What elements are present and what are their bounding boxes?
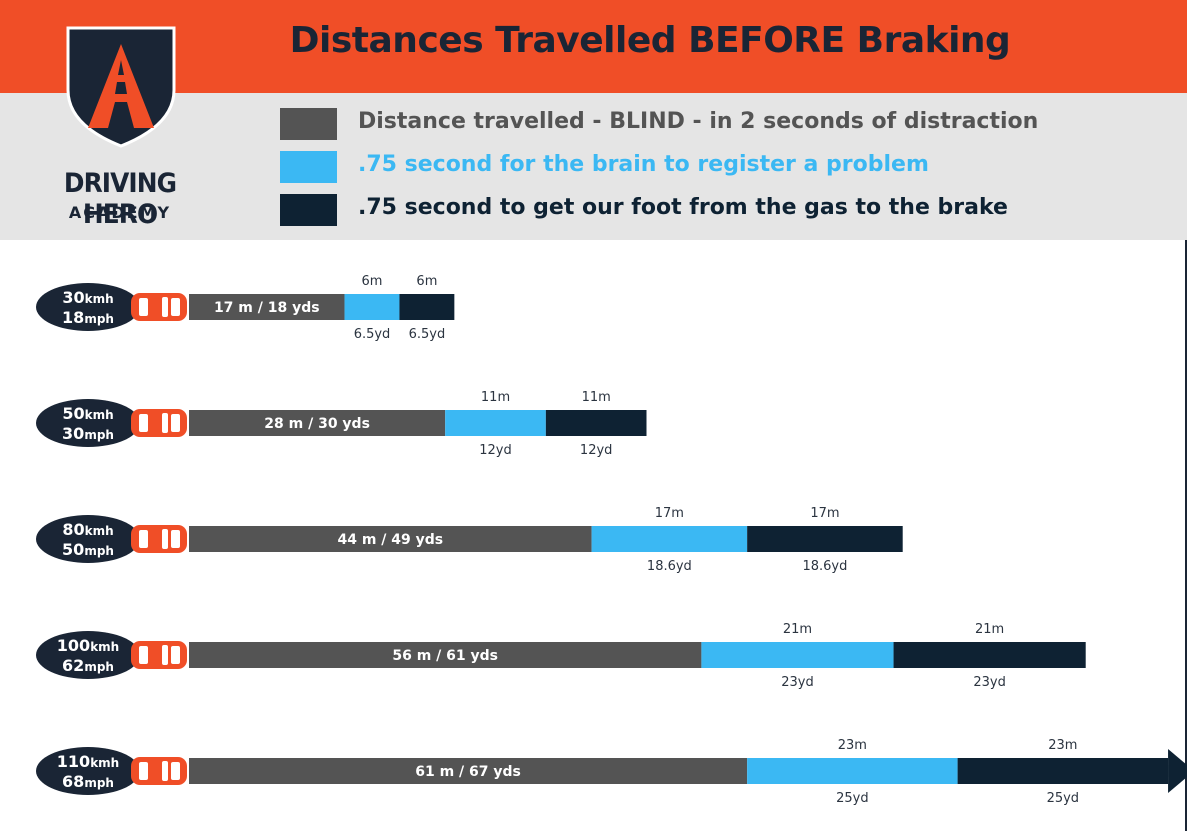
- bar-blind: [189, 642, 702, 668]
- speed-mph-label: 68mph: [62, 772, 114, 791]
- bar-foot: [893, 642, 1086, 668]
- logo-name: DRIVING HERO: [63, 168, 177, 230]
- legend-label-brain: .75 second for the brain to register a p…: [358, 152, 929, 177]
- bar-foot: [545, 410, 647, 436]
- blind-distance-label: 61 m / 67 yds: [415, 764, 521, 780]
- car-window-icon: [139, 298, 148, 316]
- foot-yards-label: 6.5yd: [409, 327, 446, 342]
- speed-kmh-label: 100kmh: [57, 636, 119, 655]
- car-window-icon: [162, 297, 168, 317]
- speed-mph-label: 30mph: [62, 424, 114, 443]
- header-banner: Distances Travelled BEFORE Braking: [0, 0, 1187, 93]
- speed-badge: [36, 631, 140, 679]
- legend-swatch-brain: [280, 151, 337, 183]
- bar-blind: [189, 410, 446, 436]
- logo-subtitle: ACADEMY: [68, 203, 172, 222]
- foot-metres-label: 21m: [975, 622, 1004, 637]
- blind-distance-label: 56 m / 61 yds: [392, 648, 498, 664]
- brain-metres-label: 23m: [838, 738, 867, 753]
- brain-metres-label: 17m: [655, 506, 684, 521]
- right-border-line: [1185, 240, 1187, 831]
- bar-brain: [701, 642, 894, 668]
- foot-metres-label: 6m: [416, 274, 437, 289]
- speed-mph-label: 62mph: [62, 656, 114, 675]
- speed-badge: [36, 515, 140, 563]
- bar-blind: [189, 758, 748, 784]
- bar-brain: [445, 410, 546, 436]
- car-window-icon: [162, 645, 168, 665]
- bar-blind: [189, 294, 345, 320]
- car-window-icon: [162, 761, 168, 781]
- bar-brain: [747, 758, 958, 784]
- car-window-icon: [162, 413, 168, 433]
- speed-badge: [36, 399, 140, 447]
- speed-badge: [36, 747, 140, 795]
- car-window-icon: [139, 530, 148, 548]
- car-window-icon: [171, 298, 180, 316]
- page-title: Distances Travelled BEFORE Braking: [289, 20, 1011, 61]
- car-window-icon: [171, 530, 180, 548]
- blind-distance-label: 28 m / 30 yds: [264, 416, 370, 432]
- car-window-icon: [162, 529, 168, 549]
- bar-foot: [957, 758, 1169, 784]
- bar-brain: [344, 294, 400, 320]
- legend-label-blind: Distance travelled - BLIND - in 2 second…: [358, 109, 1039, 134]
- legend-swatch-blind: [280, 108, 337, 140]
- car-window-icon: [139, 762, 148, 780]
- speed-mph-label: 18mph: [62, 308, 114, 327]
- legend-label-foot: .75 second to get our foot from the gas …: [358, 195, 1008, 220]
- speed-mph-label: 50mph: [62, 540, 114, 559]
- brain-yards-label: 18.6yd: [647, 559, 692, 574]
- legend-band: [0, 93, 1187, 240]
- bar-foot: [747, 526, 903, 552]
- legend-swatch-foot: [280, 194, 337, 226]
- brain-metres-label: 21m: [783, 622, 812, 637]
- brain-metres-label: 6m: [362, 274, 383, 289]
- brain-yards-label: 6.5yd: [354, 327, 391, 342]
- brain-yards-label: 23yd: [781, 675, 814, 690]
- bar-blind: [189, 526, 592, 552]
- brain-metres-label: 11m: [481, 390, 510, 405]
- foot-yards-label: 18.6yd: [802, 559, 847, 574]
- car-window-icon: [139, 414, 148, 432]
- overflow-arrow-icon: [1168, 749, 1187, 793]
- car-window-icon: [139, 646, 148, 664]
- speed-kmh-label: 110kmh: [57, 752, 119, 771]
- foot-yards-label: 23yd: [973, 675, 1006, 690]
- foot-yards-label: 12yd: [580, 443, 613, 458]
- car-window-icon: [171, 762, 180, 780]
- foot-yards-label: 25yd: [1047, 791, 1080, 806]
- shield-road-logo-icon: [66, 26, 176, 148]
- foot-metres-label: 23m: [1048, 738, 1077, 753]
- speed-kmh-label: 50kmh: [62, 404, 113, 423]
- foot-metres-label: 11m: [582, 390, 611, 405]
- blind-distance-label: 44 m / 49 yds: [337, 532, 443, 548]
- bar-brain: [591, 526, 748, 552]
- car-window-icon: [171, 414, 180, 432]
- car-window-icon: [171, 646, 180, 664]
- speed-badge: [36, 283, 140, 331]
- speed-kmh-label: 80kmh: [62, 520, 113, 539]
- blind-distance-label: 17 m / 18 yds: [214, 300, 320, 316]
- bar-foot: [399, 294, 455, 320]
- brain-yards-label: 25yd: [836, 791, 869, 806]
- foot-metres-label: 17m: [810, 506, 839, 521]
- speed-kmh-label: 30kmh: [62, 288, 113, 307]
- brain-yards-label: 12yd: [479, 443, 512, 458]
